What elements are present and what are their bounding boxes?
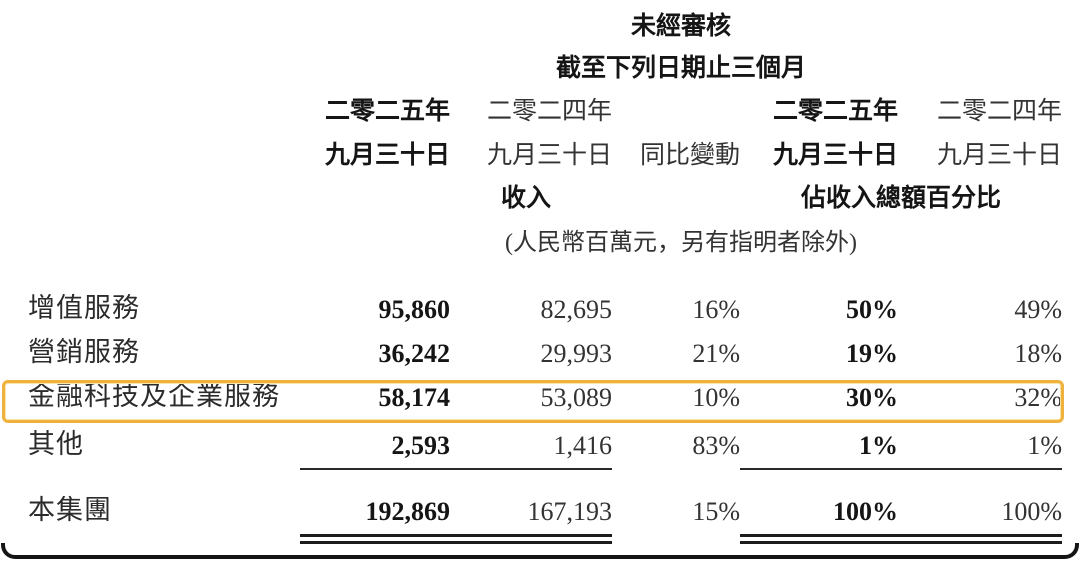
date-2025-pct-header: 九月三十日 bbox=[772, 141, 898, 169]
cell-rev-2025: 95,860 bbox=[378, 294, 451, 324]
table-row-others: 其他 2,593 1,416 83% 1% 1% bbox=[0, 424, 1063, 470]
unit-note: (人民幣百萬元，另有指明者除外) bbox=[505, 230, 857, 256]
revenue-group-header: 收入 bbox=[500, 184, 551, 212]
cell-yoy: 15% bbox=[692, 496, 740, 526]
cell-pct-2024: 32% bbox=[1014, 382, 1063, 412]
pct-of-total-header: 佔收入總額百分比 bbox=[801, 184, 1002, 212]
screenshot-bottom-border-frame bbox=[1, 543, 1079, 559]
year-2024-revenue-header: 二零二四年 bbox=[486, 97, 612, 125]
cell-yoy: 83% bbox=[692, 430, 740, 460]
cell-rev-2024: 29,993 bbox=[540, 338, 613, 368]
row-label: 營銷服務 bbox=[28, 337, 140, 368]
cell-rev-2024: 82,695 bbox=[540, 294, 613, 324]
year-2024-pct-header: 二零二四年 bbox=[937, 97, 1063, 125]
table-row-vas: 增值服務 95,860 82,695 16% 50% 49% bbox=[0, 292, 1062, 336]
period-header: 截至下列日期止三個月 bbox=[556, 54, 807, 82]
row-label: 增值服務 bbox=[28, 293, 140, 324]
single-rule bbox=[450, 468, 612, 470]
cell-pct-2024: 49% bbox=[1014, 294, 1063, 324]
segment-revenue-table: 未經審核 截至下列日期止三個月 二零二五年 二零二四年 二零二五年 二零二四年 … bbox=[0, 8, 1063, 544]
cell-pct-2025: 100% bbox=[740, 494, 898, 544]
empty-corner bbox=[0, 8, 300, 48]
year-2025-pct-header: 二零二五年 bbox=[772, 97, 898, 125]
row-label: 其他 bbox=[28, 429, 84, 460]
double-rule bbox=[740, 534, 898, 544]
date-2024-pct-header: 九月三十日 bbox=[937, 141, 1063, 169]
cell-rev-2025: 192,869 bbox=[300, 494, 450, 544]
cell-rev-2024: 1,416 bbox=[450, 424, 612, 470]
spacer bbox=[0, 470, 1062, 494]
double-rule bbox=[300, 534, 450, 544]
cell-yoy: 10% bbox=[692, 382, 740, 412]
table-row-marketing: 營銷服務 36,242 29,993 21% 19% 18% bbox=[0, 336, 1062, 380]
cell-pct-2024: 18% bbox=[1014, 338, 1063, 368]
cell-pct-2024: 1% bbox=[898, 424, 1063, 470]
year-2025-revenue-header: 二零二五年 bbox=[324, 97, 450, 125]
table-row-fintech-highlighted: 金融科技及企業服務 58,174 53,089 10% 30% 32% bbox=[0, 380, 1062, 424]
single-rule bbox=[300, 468, 450, 470]
cell-rev-2025: 36,242 bbox=[378, 338, 451, 368]
cell-pct-2025: 30% bbox=[846, 382, 898, 412]
unaudited-header: 未經審核 bbox=[631, 12, 732, 40]
date-2024-revenue-header: 九月三十日 bbox=[486, 141, 612, 169]
cell-rev-2025: 2,593 bbox=[300, 424, 450, 470]
single-rule bbox=[898, 468, 1063, 470]
yoy-change-header: 同比變動 bbox=[639, 141, 740, 169]
cell-rev-2024: 167,193 bbox=[450, 494, 612, 544]
double-rule bbox=[898, 534, 1063, 544]
single-rule bbox=[740, 468, 898, 470]
row-label: 本集團 bbox=[28, 495, 112, 526]
spacer bbox=[0, 266, 1062, 292]
cell-rev-2024: 53,089 bbox=[540, 382, 613, 412]
cell-pct-2025: 50% bbox=[846, 294, 898, 324]
cell-yoy: 21% bbox=[692, 338, 740, 368]
date-2025-revenue-header: 九月三十日 bbox=[324, 141, 450, 169]
double-rule bbox=[450, 534, 612, 544]
cell-yoy: 16% bbox=[692, 294, 740, 324]
table-row-group-total: 本集團 192,869 167,193 15% 100% 100% bbox=[0, 494, 1063, 544]
cell-rev-2025: 58,174 bbox=[378, 382, 451, 412]
cell-pct-2025: 19% bbox=[846, 338, 898, 368]
cell-pct-2024: 100% bbox=[898, 494, 1063, 544]
row-label: 金融科技及企業服務 bbox=[28, 381, 280, 412]
cell-pct-2025: 1% bbox=[740, 424, 898, 470]
